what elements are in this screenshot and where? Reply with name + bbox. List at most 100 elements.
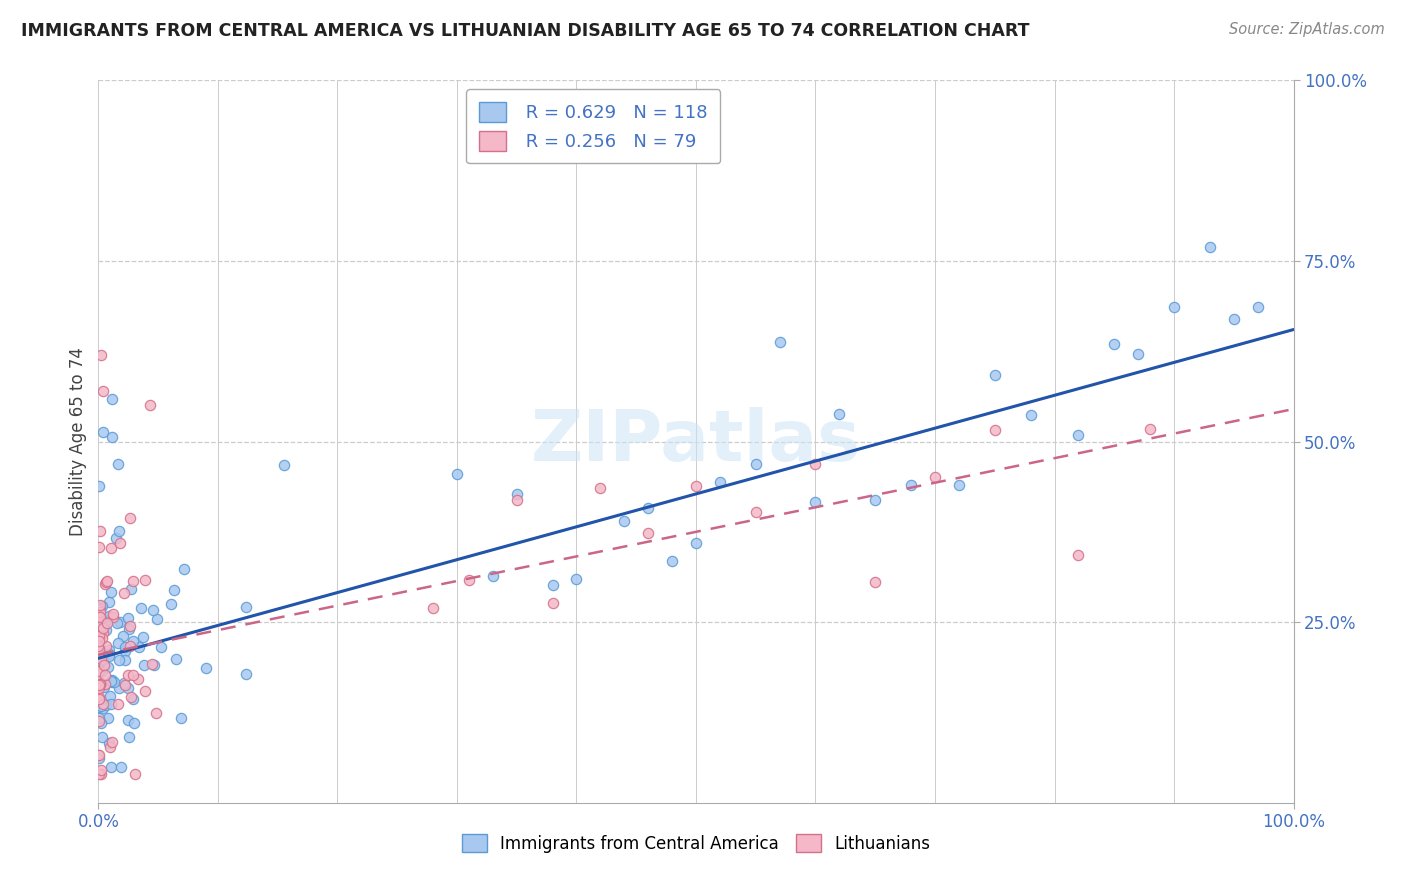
Point (89, 524, 111, 538)
Point (97, 609, 120, 624)
Point (103, 675, 125, 690)
Point (142, 603, 165, 617)
Point (768, 334, 790, 349)
Point (117, 611, 139, 625)
Point (195, 661, 218, 675)
Point (103, 607, 125, 622)
Point (90, 612, 112, 626)
Point (87, 690, 110, 704)
Point (235, 667, 257, 681)
Point (97, 642, 120, 657)
Point (94, 613, 117, 627)
Point (108, 524, 131, 538)
Point (120, 619, 142, 633)
Point (87, 700, 110, 714)
Y-axis label: Disability Age 65 to 74: Disability Age 65 to 74 (69, 347, 87, 536)
Point (89, 644, 111, 658)
Point (98, 689, 121, 703)
Point (134, 658, 156, 673)
Point (90, 631, 112, 645)
Point (139, 398, 162, 412)
Point (89, 653, 111, 667)
Point (89, 601, 111, 615)
Point (165, 651, 187, 665)
Point (87, 633, 110, 648)
Point (96, 711, 118, 725)
Point (97, 660, 120, 674)
Point (865, 493, 887, 508)
Point (97, 736, 120, 750)
Point (589, 148, 612, 162)
Text: ZIPatlas: ZIPatlas (531, 407, 860, 476)
Point (637, 525, 659, 540)
Point (87, 623, 110, 637)
Point (91, 599, 114, 614)
Point (91, 425, 114, 439)
Point (89, 692, 111, 706)
Point (1282, 56, 1305, 70)
Point (91, 665, 114, 679)
Point (141, 657, 163, 672)
Point (613, 514, 636, 528)
Point (661, 554, 683, 568)
Point (112, 586, 135, 600)
Point (89, 748, 111, 763)
Point (104, 531, 127, 545)
Point (541, 596, 564, 610)
Point (804, 495, 827, 509)
Point (506, 493, 529, 508)
Point (89, 609, 111, 624)
Point (589, 481, 612, 495)
Point (107, 697, 129, 711)
Text: Source: ZipAtlas.com: Source: ZipAtlas.com (1229, 22, 1385, 37)
Point (128, 640, 150, 654)
Point (1223, 312, 1246, 326)
Point (87, 660, 110, 674)
Point (121, 574, 143, 588)
Point (745, 457, 768, 471)
Point (108, 681, 131, 695)
Point (1104, 336, 1126, 351)
Point (124, 716, 146, 731)
Point (1163, 300, 1185, 314)
Point (150, 640, 173, 654)
Point (87, 641, 110, 656)
Point (709, 475, 731, 489)
Point (89, 641, 111, 656)
Point (90, 716, 112, 731)
Point (506, 487, 529, 501)
Point (110, 760, 132, 774)
Point (90, 619, 112, 633)
Point (163, 583, 186, 598)
Point (89, 605, 111, 619)
Point (101, 674, 124, 689)
Point (87, 652, 110, 666)
Point (89, 642, 111, 657)
Point (107, 653, 129, 667)
Point (100, 585, 122, 599)
Point (90, 348, 112, 362)
Point (745, 505, 768, 519)
Point (117, 668, 139, 682)
Point (91, 621, 114, 635)
Point (828, 407, 851, 421)
Point (87, 673, 110, 688)
Point (100, 673, 122, 687)
Point (170, 711, 193, 725)
Point (118, 730, 141, 744)
Point (97, 647, 120, 661)
Point (94, 698, 117, 712)
Point (1067, 427, 1090, 442)
Point (481, 569, 505, 583)
Point (565, 572, 588, 586)
Point (87, 665, 110, 679)
Point (924, 469, 946, 483)
Point (118, 511, 141, 525)
Point (90, 652, 112, 666)
Point (96, 574, 118, 588)
Point (89, 541, 111, 555)
Point (110, 536, 132, 550)
Point (1067, 548, 1090, 562)
Point (87, 629, 110, 643)
Point (108, 615, 131, 629)
